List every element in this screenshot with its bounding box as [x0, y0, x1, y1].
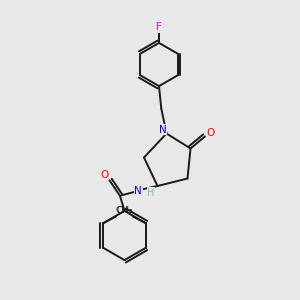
- Text: F: F: [156, 22, 162, 32]
- Text: N: N: [134, 185, 142, 196]
- Text: CH₃: CH₃: [116, 206, 133, 215]
- Text: O: O: [100, 170, 108, 180]
- Text: N: N: [159, 125, 167, 135]
- Text: CH₃: CH₃: [116, 206, 133, 215]
- Text: O: O: [206, 128, 214, 138]
- Text: H: H: [147, 188, 155, 198]
